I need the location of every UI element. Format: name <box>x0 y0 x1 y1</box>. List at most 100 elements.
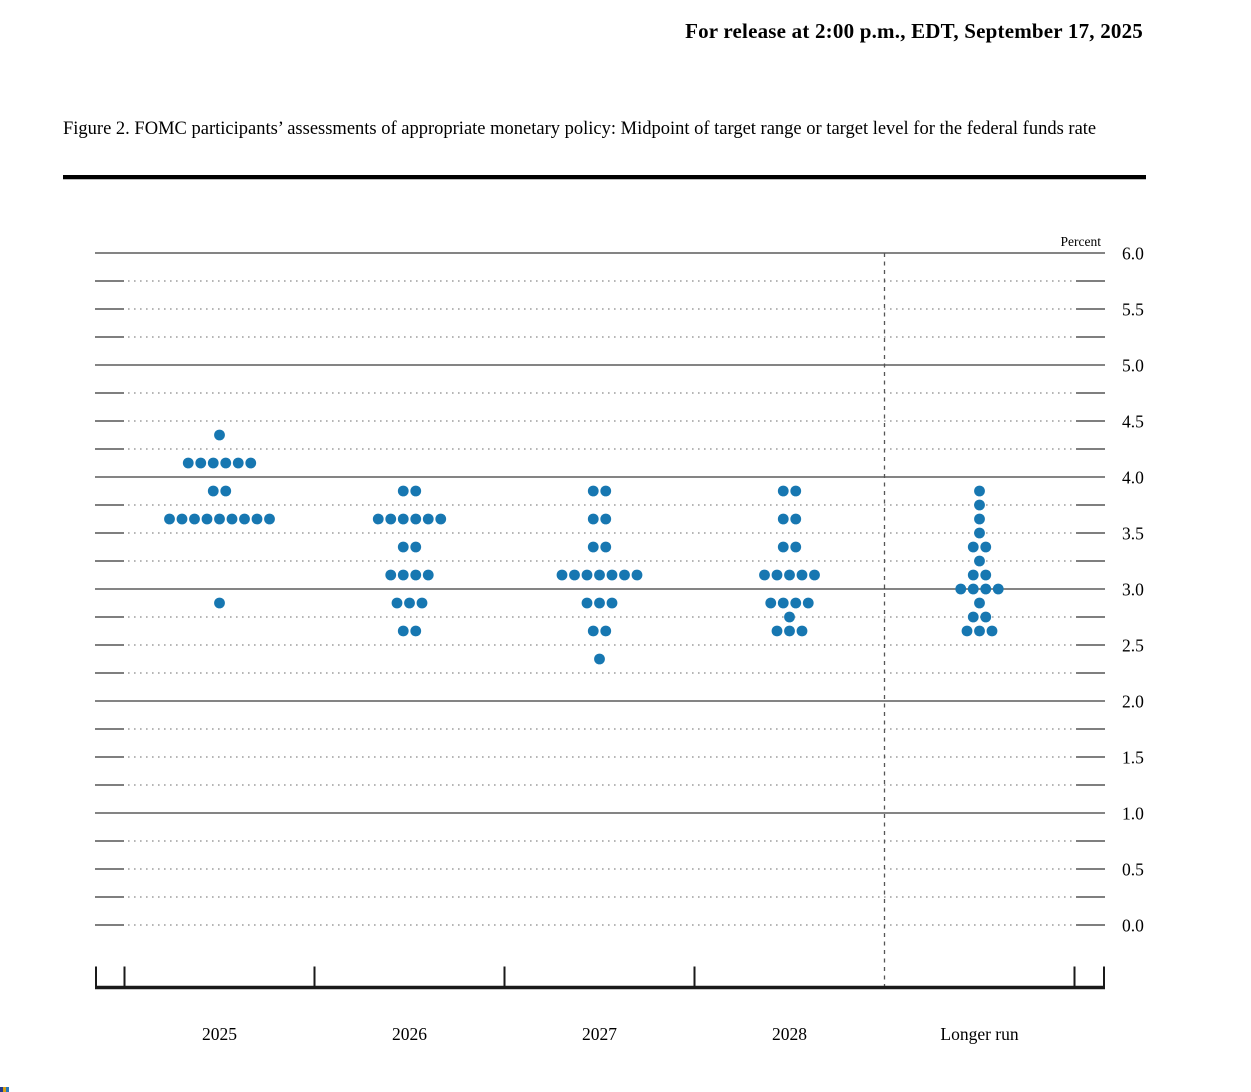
projection-dot <box>410 625 422 637</box>
projection-dot <box>214 597 225 609</box>
projection-dot <box>765 597 777 609</box>
x-axis-category-label: Longer run <box>940 1024 1018 1044</box>
projection-dot <box>385 569 397 581</box>
projection-dot <box>777 597 789 609</box>
screenshot-artifact-pixels <box>0 1087 9 1092</box>
projection-dot <box>600 485 612 497</box>
y-axis-label: 2.0 <box>1122 692 1144 712</box>
projection-dot <box>214 513 225 525</box>
y-axis-label: 0.5 <box>1122 860 1144 880</box>
y-axis-label: 4.5 <box>1122 412 1144 432</box>
projection-dot <box>435 513 447 525</box>
projection-dot <box>397 541 409 553</box>
projection-dot <box>397 569 409 581</box>
projection-dot <box>422 569 434 581</box>
projection-dot <box>410 513 422 525</box>
projection-dot <box>980 569 992 581</box>
projection-dot <box>967 569 979 581</box>
projection-dot <box>809 569 820 581</box>
projection-dot <box>796 625 808 637</box>
projection-dot <box>802 597 814 609</box>
y-axis-label: 6.0 <box>1122 244 1144 264</box>
projection-dot <box>955 583 967 595</box>
projection-dot <box>214 429 225 441</box>
projection-dot <box>961 625 973 637</box>
projection-dot <box>397 625 409 637</box>
projection-dot <box>226 513 238 525</box>
x-axis-category-label: 2028 <box>772 1024 807 1044</box>
projection-dot <box>556 569 568 581</box>
y-axis-label: 2.5 <box>1122 636 1144 656</box>
title-divider-rule <box>63 175 1146 180</box>
projection-dot <box>619 569 630 581</box>
projection-dot <box>164 513 175 525</box>
y-axis-label: 3.5 <box>1122 524 1144 544</box>
projection-dot <box>587 513 599 525</box>
projection-dot <box>974 499 985 511</box>
projection-dot <box>777 485 789 497</box>
projection-dot <box>264 513 275 525</box>
projection-dot <box>594 597 605 609</box>
y-axis-label: 0.0 <box>1122 916 1144 936</box>
projection-dot <box>992 583 1004 595</box>
projection-dot <box>410 485 422 497</box>
projection-dot <box>594 653 605 665</box>
projection-dot <box>220 485 232 497</box>
projection-dot <box>232 457 244 469</box>
projection-dot <box>974 513 985 525</box>
projection-dot <box>385 513 397 525</box>
y-axis-label: 1.0 <box>1122 804 1144 824</box>
projection-dot <box>397 513 409 525</box>
projection-dot <box>422 513 434 525</box>
projection-dot <box>606 569 618 581</box>
projection-dot <box>606 597 618 609</box>
projection-dot <box>581 597 593 609</box>
projection-dot <box>600 541 612 553</box>
y-axis-label: 4.0 <box>1122 468 1144 488</box>
projection-dot <box>182 457 194 469</box>
projection-dot <box>974 555 985 567</box>
projection-dot <box>416 597 428 609</box>
projection-dot <box>784 569 795 581</box>
x-axis-category-label: 2027 <box>582 1024 617 1044</box>
x-axis-category-label: 2025 <box>202 1024 237 1044</box>
projection-dot <box>980 583 992 595</box>
projection-dot <box>967 541 979 553</box>
projection-dot <box>790 513 802 525</box>
projection-dot <box>974 625 985 637</box>
projection-dot <box>796 569 808 581</box>
projection-dot <box>784 625 795 637</box>
projection-dot <box>967 583 979 595</box>
projection-dot <box>784 611 795 623</box>
y-axis-label: 1.5 <box>1122 748 1144 768</box>
projection-dot <box>777 513 789 525</box>
projection-dot <box>176 513 188 525</box>
projection-dot <box>986 625 998 637</box>
projection-dot <box>967 611 979 623</box>
projection-dot <box>771 569 783 581</box>
projection-dot <box>631 569 643 581</box>
y-axis-label: 5.5 <box>1122 300 1144 320</box>
projection-dot <box>391 597 403 609</box>
projection-dot <box>600 513 612 525</box>
projection-dot <box>974 527 985 539</box>
projection-dot <box>980 541 992 553</box>
projection-dot <box>587 625 599 637</box>
projection-dot <box>759 569 770 581</box>
projection-dot <box>777 541 789 553</box>
projection-dot <box>587 541 599 553</box>
projection-dot <box>372 513 384 525</box>
projection-dot <box>207 485 219 497</box>
projection-dot <box>239 513 250 525</box>
projection-dot <box>201 513 213 525</box>
x-axis-category-label: 2026 <box>392 1024 427 1044</box>
projection-dot <box>594 569 605 581</box>
release-timestamp: For release at 2:00 p.m., EDT, September… <box>685 19 1143 43</box>
projection-dot <box>245 457 257 469</box>
projection-dot <box>189 513 200 525</box>
projection-dot <box>587 485 599 497</box>
projection-dot <box>790 485 802 497</box>
projection-dot <box>410 541 422 553</box>
